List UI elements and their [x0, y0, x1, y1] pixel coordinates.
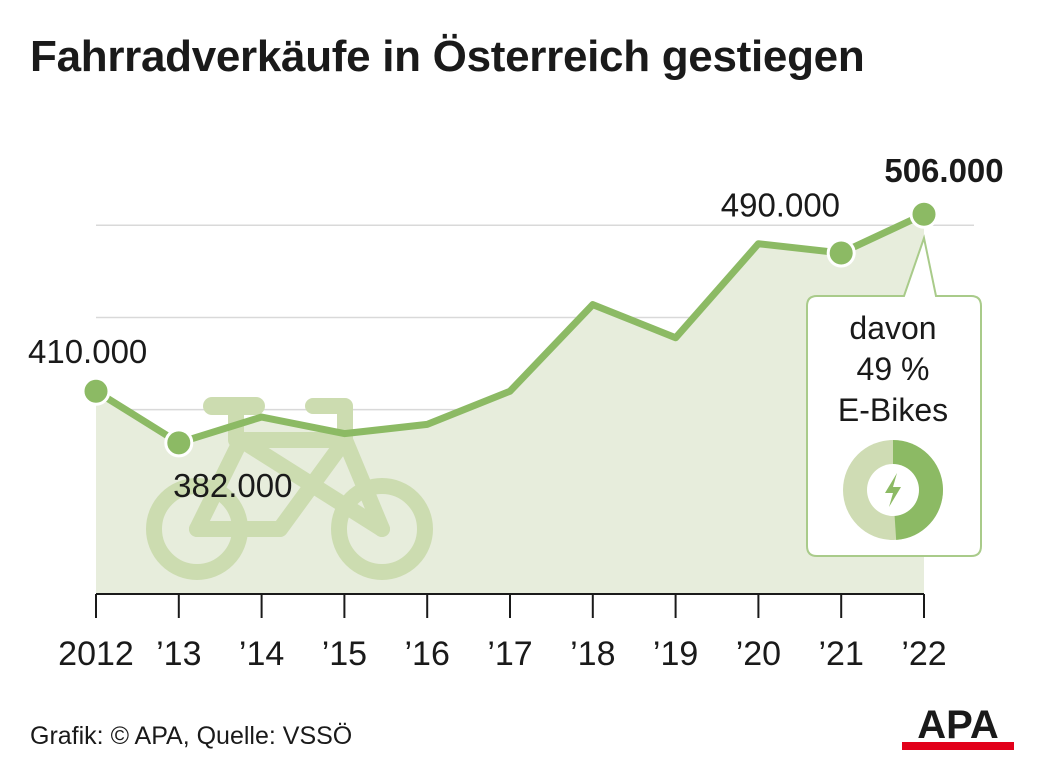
- x-tick-label: ’22: [901, 635, 946, 673]
- callout-line-1: davon: [849, 310, 936, 346]
- x-tick-label: 2012: [58, 635, 134, 673]
- data-label: 410.000: [28, 333, 147, 370]
- x-tick-label: ’18: [570, 635, 615, 673]
- x-tick-label: ’15: [322, 635, 367, 673]
- source-credit: Grafik: © APA, Quelle: VSSÖ: [30, 722, 353, 750]
- x-tick-label: ’17: [487, 635, 532, 673]
- data-point-marker: [81, 376, 111, 406]
- chart-title: Fahrradverkäufe in Österreich gestiegen: [30, 32, 865, 81]
- ebike-share-donut: [843, 440, 943, 540]
- data-label: 382.000: [173, 467, 292, 504]
- data-label: 506.000: [884, 152, 1003, 189]
- data-point-marker: [909, 199, 939, 229]
- bicycle-icon: [146, 397, 433, 580]
- apa-logo-text: APA: [917, 704, 998, 747]
- data-point-marker: [826, 238, 856, 268]
- data-point-marker: [164, 428, 194, 458]
- sales-line: [94, 211, 926, 447]
- x-tick-label: ’21: [819, 635, 864, 673]
- ebike-callout: davon 49 % E-Bikes: [806, 234, 982, 557]
- lightning-icon: [885, 473, 901, 507]
- x-tick-label: ’13: [156, 635, 201, 673]
- apa-logo: APA: [902, 704, 1014, 750]
- x-tick-label: ’16: [405, 635, 450, 673]
- x-tick-label: ’14: [239, 635, 284, 673]
- chart-area: 2012 ’13 ’14 ’15 ’16 ’17 ’18 ’19 ’20 ’21 ’22 410.0…: [28, 152, 1004, 673]
- x-tick-label: ’20: [736, 635, 781, 673]
- x-tick-label: ’19: [653, 635, 698, 673]
- data-label: 490.000: [721, 187, 840, 224]
- callout-line-3: E-Bikes: [838, 392, 948, 428]
- callout-line-2: 49 %: [857, 351, 930, 387]
